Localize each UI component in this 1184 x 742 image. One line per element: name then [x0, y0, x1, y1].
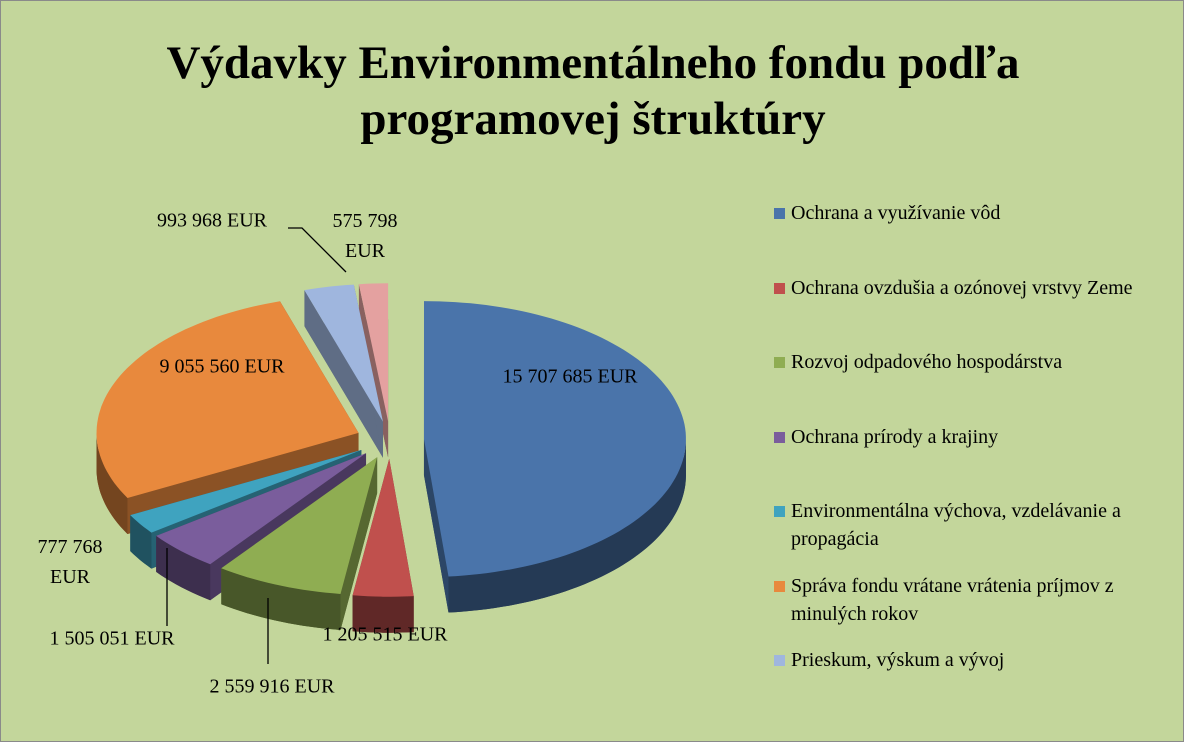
slice	[96, 301, 359, 498]
legend-label: Ochrana prírody a krajiny	[791, 425, 999, 448]
slice	[352, 458, 414, 597]
legend-item: Ochrana a využívanie vôd	[774, 199, 1181, 227]
data-label: 9 055 560 EUR	[160, 356, 286, 378]
legend-item: Environmentálna výchova, vzdelávanie a p…	[774, 497, 1181, 553]
legend-item: Rozvoj odpadového hospodárstva	[774, 348, 1181, 376]
legend-swatch	[774, 506, 785, 517]
slice	[156, 453, 367, 565]
slice-side	[221, 568, 341, 630]
legend-label: Správa fondu vrátane vrátenia príjmov z …	[791, 574, 1114, 625]
data-label: 777 768 EUR	[38, 536, 103, 588]
legend-swatch	[774, 357, 785, 368]
slice-wall	[340, 457, 378, 630]
legend-swatch	[774, 208, 785, 219]
slice-wall	[304, 290, 383, 458]
legend-label: Environmentálna výchova, vzdelávanie a p…	[791, 500, 1121, 550]
data-label: 15 707 685 EUR	[503, 366, 639, 388]
data-label: 993 968 EUR	[157, 210, 268, 232]
slice-side	[448, 439, 686, 613]
slice	[130, 450, 362, 533]
legend-label: Rozvoj odpadového hospodárstva	[791, 351, 1063, 373]
slice-side	[352, 595, 414, 633]
legend-item: Ochrana ovzdušia a ozónovej vrstvy Zeme	[774, 274, 1181, 302]
legend-swatch	[774, 431, 785, 443]
legend-label: Ochrana a využívanie vôd	[791, 202, 1001, 224]
legend-label: Ochrana ovzdušia a ozónovej vrstvy Zeme	[791, 276, 1133, 299]
slice-side	[96, 432, 128, 534]
data-label: 2 559 916 EUR	[210, 676, 336, 698]
legend-item: Prieskum, výskum a vývoj	[774, 646, 1181, 674]
slice	[221, 457, 378, 594]
slice-side	[130, 515, 152, 569]
legend-item: Správa fondu vrátane vrátenia príjmov z …	[774, 572, 1181, 628]
legend-swatch	[774, 282, 785, 294]
slice-side	[156, 535, 211, 601]
leader-line	[288, 227, 347, 273]
legend-swatch	[774, 580, 785, 592]
legend-label: Prieskum, výskum a vývoj	[791, 649, 1005, 671]
legend-item: Ochrana prírody a krajiny	[774, 423, 1181, 451]
data-label: 1 205 515 EUR	[323, 624, 449, 646]
slice-wall	[423, 439, 449, 613]
slice	[304, 284, 383, 422]
data-label: 1 505 051 EUR	[50, 628, 176, 650]
chart-title: Výdavky Environmentálneho fondu podľa pr…	[166, 37, 1020, 145]
legend-swatch	[774, 655, 785, 666]
slice	[358, 283, 389, 422]
slice	[423, 301, 686, 577]
data-label: 575 798 EUR	[333, 210, 398, 262]
